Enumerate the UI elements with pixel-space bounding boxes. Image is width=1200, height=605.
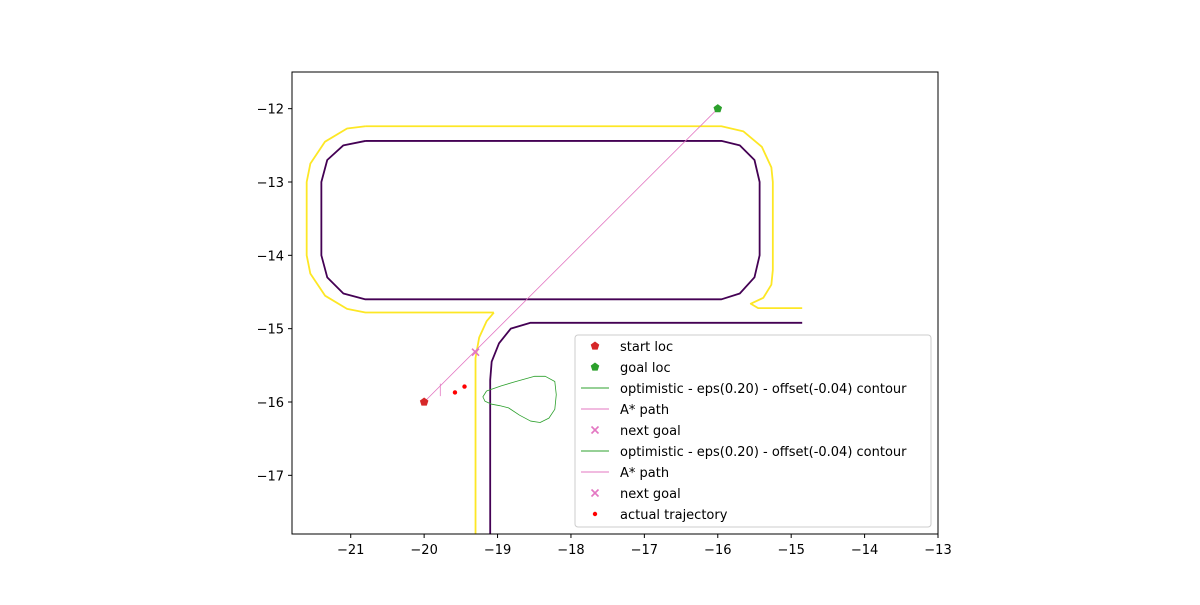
x-tick-label: −21	[337, 543, 364, 558]
y-tick-label: −15	[257, 323, 284, 338]
legend-label-8: actual trajectory	[620, 508, 728, 523]
axes-frame	[291, 71, 939, 535]
x-tick-label: −19	[484, 543, 511, 558]
legend-label-0: start loc	[620, 340, 673, 355]
track-inner-line-4	[489, 321, 803, 534]
legend-label-5: optimistic - eps(0.20) - offset(-0.04) c…	[620, 445, 907, 460]
x-tick-label: −14	[851, 543, 878, 558]
legend-box	[574, 334, 932, 528]
astar-line-5	[423, 108, 719, 403]
track-outer-line-1	[305, 125, 494, 314]
x-tick-label: −18	[557, 543, 584, 558]
legend-label-3: A* path	[620, 403, 669, 418]
x-tick-label: −16	[704, 543, 731, 558]
start-marker-0	[419, 397, 429, 406]
next-goal-marker-0	[471, 348, 480, 357]
y-tick-label: −14	[257, 249, 284, 264]
y-tick-label: −12	[257, 103, 284, 118]
legend-label-4: next goal	[620, 424, 681, 439]
y-tick-label: −13	[257, 176, 284, 191]
trajectory-point-1	[462, 384, 467, 389]
legend-symbol-7	[590, 488, 600, 498]
x-tick-label: −15	[777, 543, 804, 558]
legend-symbol-1	[590, 362, 600, 371]
legend-label-6: A* path	[620, 466, 669, 481]
track-inner-line-3	[320, 140, 761, 301]
legend: start loc goal loc optimistic - eps(0.20) …	[574, 334, 932, 528]
plot-area	[305, 104, 803, 534]
goal-marker-0	[713, 104, 723, 113]
legend-label-7: next goal	[620, 487, 681, 502]
legend-label-2: optimistic - eps(0.20) - offset(-0.04) c…	[620, 382, 907, 397]
contour-line-7	[482, 375, 557, 423]
legend-label-1: goal loc	[620, 361, 671, 376]
trajectory-point-0	[452, 390, 458, 395]
x-tick-label: −17	[631, 543, 658, 558]
legend-symbol-8	[592, 511, 598, 517]
y-tick-label: −17	[257, 469, 284, 484]
track-outer-line-0	[365, 125, 803, 310]
y-tick-label: −16	[257, 396, 284, 411]
legend-symbol-0	[590, 341, 600, 350]
x-tick-label: −20	[410, 543, 437, 558]
track-outer-line-2	[474, 311, 495, 534]
x-tick-label: −13	[924, 543, 951, 558]
legend-symbol-4	[590, 425, 600, 435]
